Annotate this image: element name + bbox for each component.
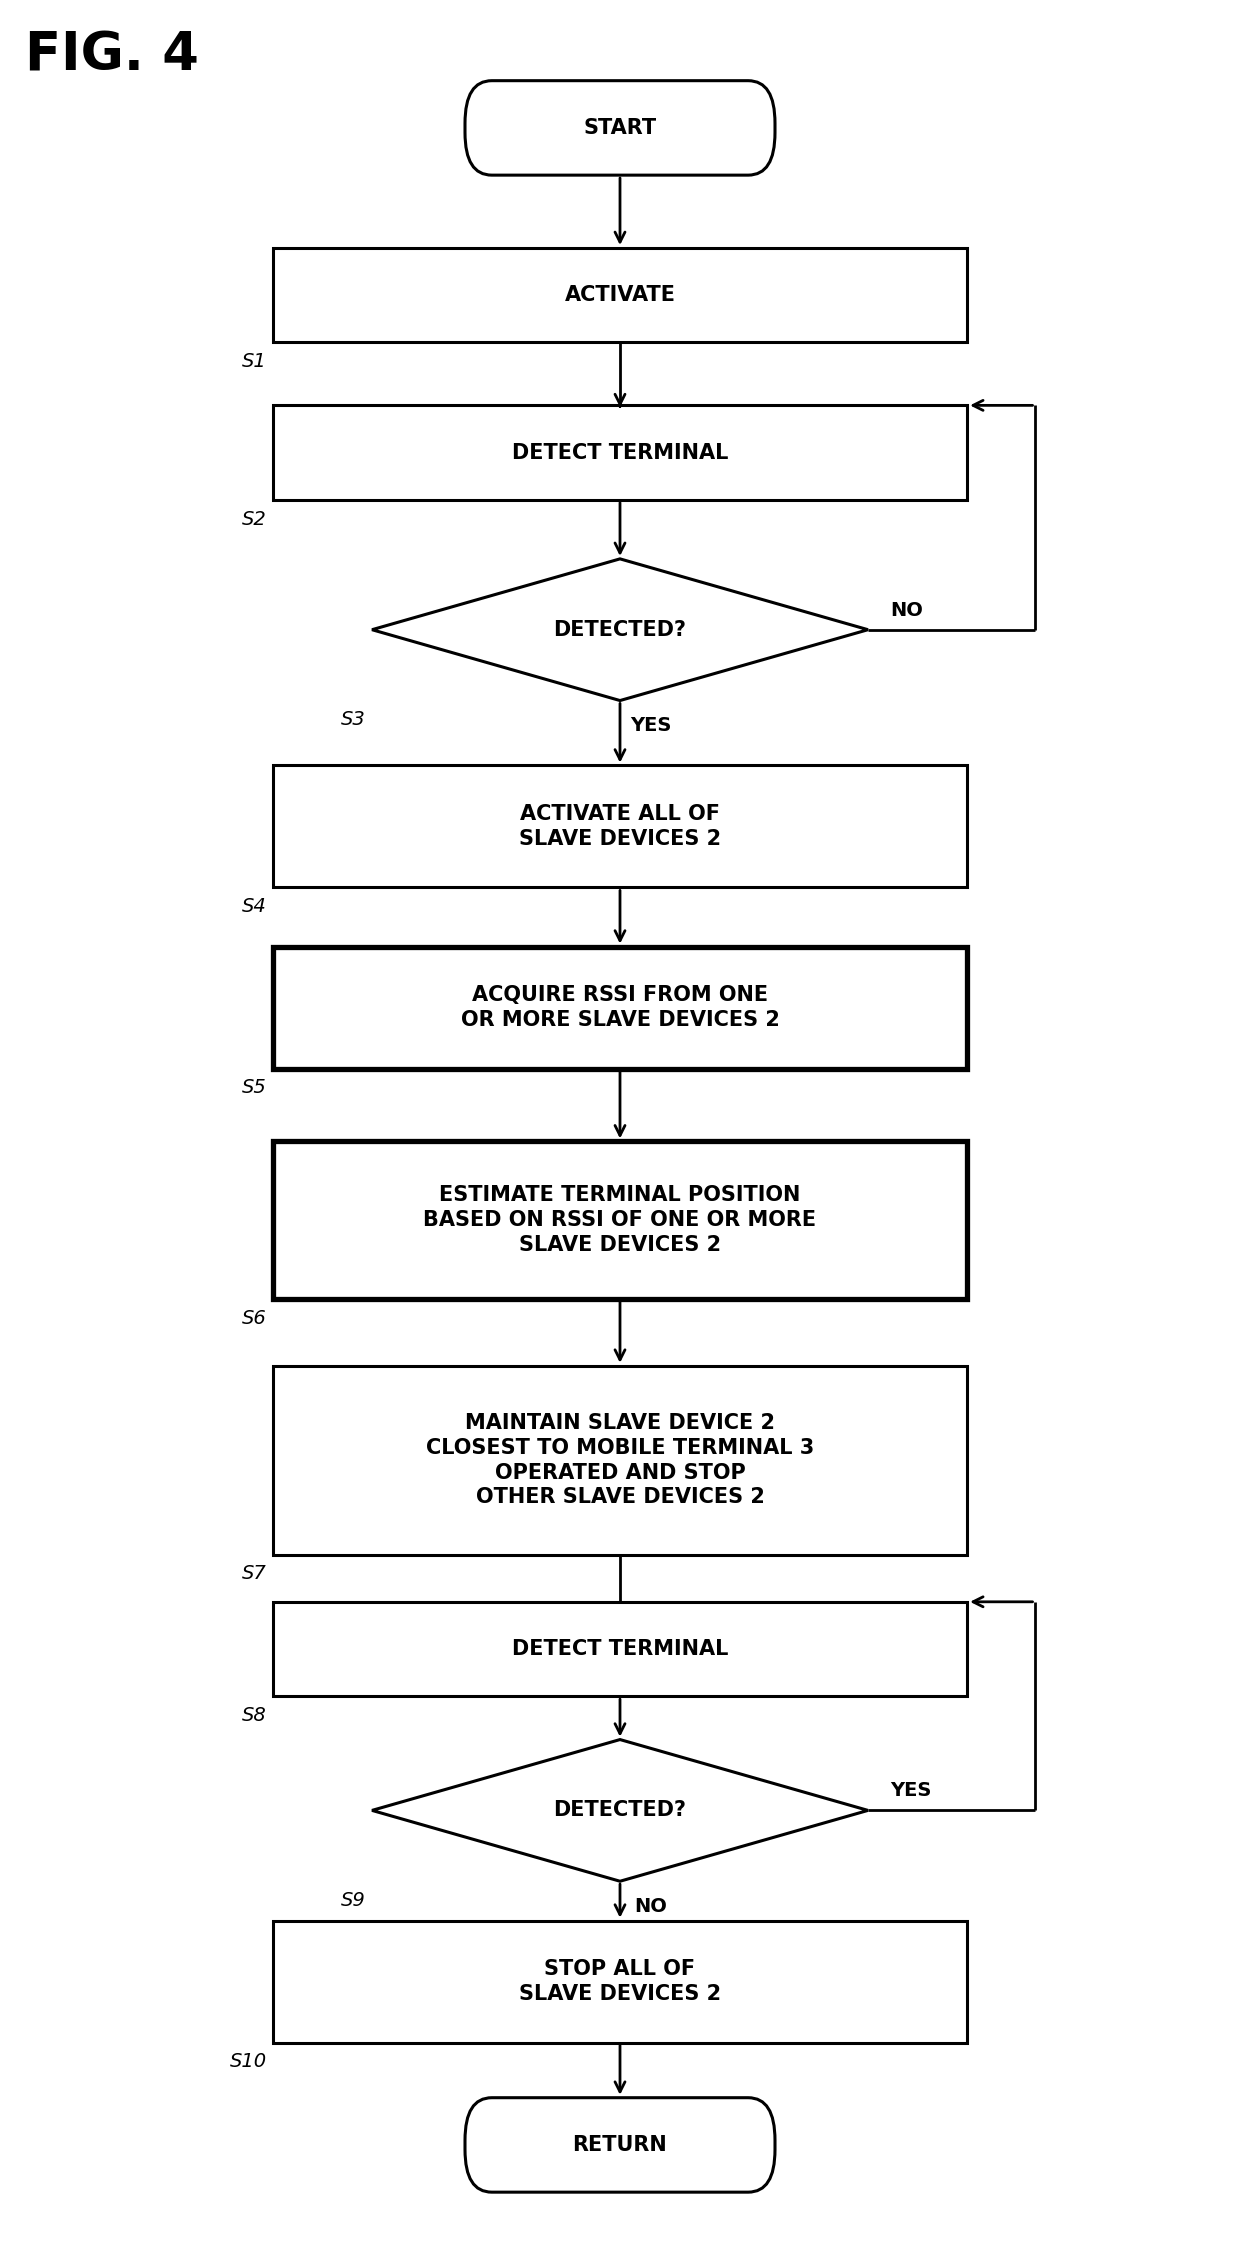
Text: S6: S6: [242, 1308, 267, 1328]
Text: S5: S5: [242, 1079, 267, 1098]
Text: S8: S8: [242, 1706, 267, 1724]
Text: DETECTED?: DETECTED?: [553, 1801, 687, 1819]
Text: S10: S10: [229, 2053, 267, 2071]
Text: S4: S4: [242, 898, 267, 917]
FancyBboxPatch shape: [465, 2098, 775, 2193]
Text: S7: S7: [242, 1564, 267, 1584]
Text: YES: YES: [630, 717, 672, 735]
Text: ACQUIRE RSSI FROM ONE
OR MORE SLAVE DEVICES 2: ACQUIRE RSSI FROM ONE OR MORE SLAVE DEVI…: [460, 984, 780, 1030]
FancyBboxPatch shape: [465, 81, 775, 174]
Text: DETECT TERMINAL: DETECT TERMINAL: [512, 444, 728, 462]
Bar: [273, 946, 967, 1068]
Text: S1: S1: [242, 353, 267, 371]
Polygon shape: [372, 1740, 868, 1881]
Text: START: START: [584, 118, 656, 138]
Text: NO: NO: [890, 600, 924, 620]
Text: S2: S2: [242, 509, 267, 530]
Text: NO: NO: [635, 1896, 667, 1917]
Text: MAINTAIN SLAVE DEVICE 2
CLOSEST TO MOBILE TERMINAL 3
OPERATED AND STOP
OTHER SLA: MAINTAIN SLAVE DEVICE 2 CLOSEST TO MOBIL…: [425, 1412, 815, 1507]
Bar: [273, 1921, 967, 2043]
Text: FIG. 4: FIG. 4: [25, 29, 198, 81]
Bar: [273, 405, 967, 500]
Text: STOP ALL OF
SLAVE DEVICES 2: STOP ALL OF SLAVE DEVICES 2: [518, 1960, 722, 2005]
Text: DETECTED?: DETECTED?: [553, 620, 687, 640]
Text: DETECT TERMINAL: DETECT TERMINAL: [512, 1638, 728, 1659]
Text: ESTIMATE TERMINAL POSITION
BASED ON RSSI OF ONE OR MORE
SLAVE DEVICES 2: ESTIMATE TERMINAL POSITION BASED ON RSSI…: [423, 1186, 817, 1256]
Text: ACTIVATE: ACTIVATE: [564, 285, 676, 306]
Text: RETURN: RETURN: [573, 2134, 667, 2154]
Bar: [273, 1141, 967, 1299]
Bar: [273, 765, 967, 887]
Text: S9: S9: [341, 1892, 366, 1910]
Text: ACTIVATE ALL OF
SLAVE DEVICES 2: ACTIVATE ALL OF SLAVE DEVICES 2: [518, 803, 722, 849]
Text: S3: S3: [341, 711, 366, 729]
Bar: [273, 1602, 967, 1697]
Bar: [273, 249, 967, 342]
Text: YES: YES: [890, 1781, 931, 1801]
Polygon shape: [372, 559, 868, 702]
Bar: [273, 1365, 967, 1555]
